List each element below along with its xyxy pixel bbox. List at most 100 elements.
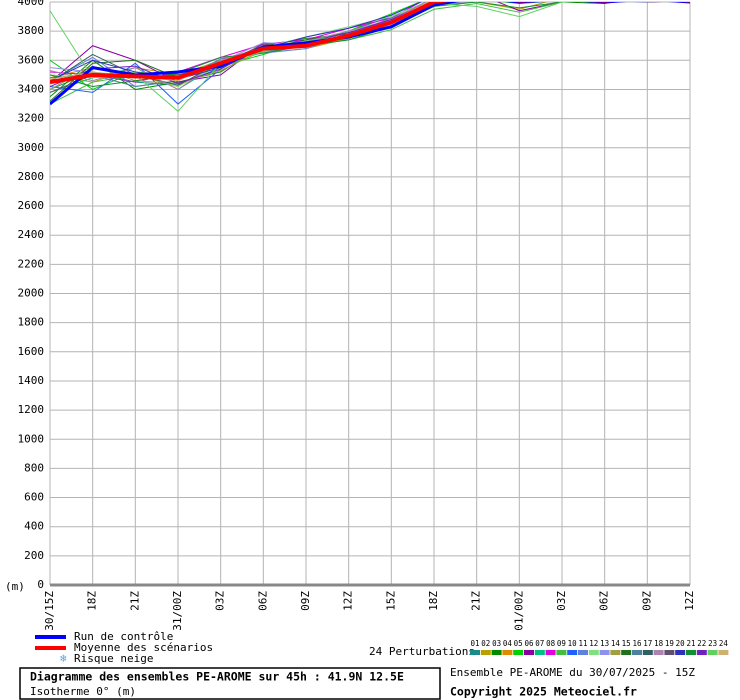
legend-label: 06 xyxy=(524,639,534,648)
legend-label: 09 xyxy=(557,639,566,648)
perturbation-line xyxy=(50,2,610,82)
y-tick-label: 3400 xyxy=(18,82,45,95)
x-tick-label: 03Z xyxy=(214,591,227,611)
snow-label: Risque neige xyxy=(74,652,153,665)
y-tick-label: 1800 xyxy=(18,316,45,329)
y-tick-label: 800 xyxy=(24,461,44,474)
legend-swatch xyxy=(653,650,664,655)
legend-swatch xyxy=(599,650,610,655)
legend-label: 16 xyxy=(632,639,642,648)
y-tick-label: 2000 xyxy=(18,287,45,300)
x-tick-label: 09Z xyxy=(640,591,653,611)
legend-swatch xyxy=(513,650,524,655)
perturbation-line xyxy=(50,2,620,83)
legend-label: 07 xyxy=(535,639,544,648)
x-tick-label: 06Z xyxy=(598,591,611,611)
x-tick-label: 01/00Z xyxy=(512,591,525,631)
perturbation-line xyxy=(50,2,690,105)
legend-swatch xyxy=(707,650,718,655)
legend-label: 14 xyxy=(611,639,621,648)
axes: 0 200 400 600 800 1000 1200 1400 1600 1800 2000 220… xyxy=(18,0,697,631)
y-tick-label: 400 xyxy=(24,520,44,533)
y-tick-label: 1200 xyxy=(18,403,45,416)
x-tick-label: 06Z xyxy=(256,591,269,611)
legend-label: 20 xyxy=(676,639,686,648)
y-tick-label: 2800 xyxy=(18,170,45,183)
legend-swatch xyxy=(632,650,642,655)
run-info: Ensemble PE-AROME du 30/07/2025 - 15Z xyxy=(450,666,695,679)
y-tick-label: 1400 xyxy=(18,374,45,387)
legend-label: 10 xyxy=(568,639,578,648)
x-tick-label: 15Z xyxy=(384,591,397,611)
y-tick-label: 2200 xyxy=(18,257,45,270)
perturbation-line xyxy=(50,2,609,102)
legend-label: 08 xyxy=(546,639,556,648)
perturbation-line xyxy=(50,2,617,98)
legend-swatch xyxy=(686,650,696,655)
x-tick-label: 09Z xyxy=(299,591,312,611)
x-tick-label: 21Z xyxy=(470,591,483,611)
y-tick-label: 4000 xyxy=(18,0,45,8)
legend-label: 03 xyxy=(492,639,501,648)
legend-label: Moyenne des scénarios xyxy=(74,641,213,654)
legend-label: 05 xyxy=(514,639,523,648)
y-tick-label: 0 xyxy=(37,578,44,591)
legend-label: 01 xyxy=(470,639,479,648)
snow-icon: ❄ xyxy=(60,652,67,665)
y-tick-label: 1600 xyxy=(18,345,45,358)
legend-label: Run de contrôle xyxy=(74,630,173,643)
legend-swatch xyxy=(696,650,707,655)
x-tick-label: 12Z xyxy=(683,591,696,611)
legend-label: 18 xyxy=(654,639,664,648)
perturbations-label: 24 Perturbations xyxy=(369,645,475,658)
y-tick-label: 3600 xyxy=(18,53,45,66)
y-axis-label: (m) xyxy=(5,580,25,593)
legend-swatch xyxy=(470,650,480,655)
legend-swatch xyxy=(545,650,556,655)
x-tick-label: 18Z xyxy=(86,591,99,611)
legend-swatch xyxy=(675,650,686,655)
chart-subtitle: Isotherme 0° (m) xyxy=(30,685,136,698)
legend-label: 19 xyxy=(665,639,674,648)
legend-label: 24 xyxy=(719,639,729,648)
control-line xyxy=(50,2,690,106)
legend-swatch xyxy=(524,650,534,655)
x-tick-label: 31/00Z xyxy=(171,591,184,631)
y-tick-label: 1000 xyxy=(18,432,45,445)
legend-swatch xyxy=(718,650,729,655)
legend-swatch xyxy=(621,650,632,655)
chart-title: Diagramme des ensembles PE-AROME sur 45h… xyxy=(30,670,404,684)
perturbation-line xyxy=(50,2,577,113)
legend-label: 11 xyxy=(578,639,587,648)
y-tick-label: 3000 xyxy=(18,141,45,154)
legend-swatch xyxy=(578,650,588,655)
y-tick-label: 2400 xyxy=(18,228,45,241)
x-tick-label: 21Z xyxy=(128,591,141,611)
legend-swatch xyxy=(567,650,578,655)
legend-swatch xyxy=(664,650,675,655)
legend-swatch xyxy=(588,650,599,655)
legend-label: 23 xyxy=(708,639,717,648)
legend-swatch xyxy=(502,650,513,655)
y-tick-label: 200 xyxy=(24,549,44,562)
legend-swatch xyxy=(610,650,621,655)
legend-label: 04 xyxy=(503,639,513,648)
y-tick-label: 3200 xyxy=(18,112,45,125)
x-tick-label: 18Z xyxy=(427,591,440,611)
legend-swatch xyxy=(534,650,545,655)
perturbation-line xyxy=(50,2,655,105)
mean-line xyxy=(50,2,690,85)
legend-label: 22 xyxy=(697,639,706,648)
x-tick-label: 03Z xyxy=(555,591,568,611)
x-tick-label: 30/15Z xyxy=(43,591,56,631)
x-tick-label: 12Z xyxy=(342,591,355,611)
legend-swatch xyxy=(491,650,502,655)
legend-label: 21 xyxy=(686,639,695,648)
legend-swatch xyxy=(642,650,653,655)
legend-label: 13 xyxy=(600,639,609,648)
perturbation-line xyxy=(50,2,613,82)
legend-label: 02 xyxy=(481,639,490,648)
y-tick-label: 600 xyxy=(24,491,44,504)
legend-label: 17 xyxy=(643,639,652,648)
